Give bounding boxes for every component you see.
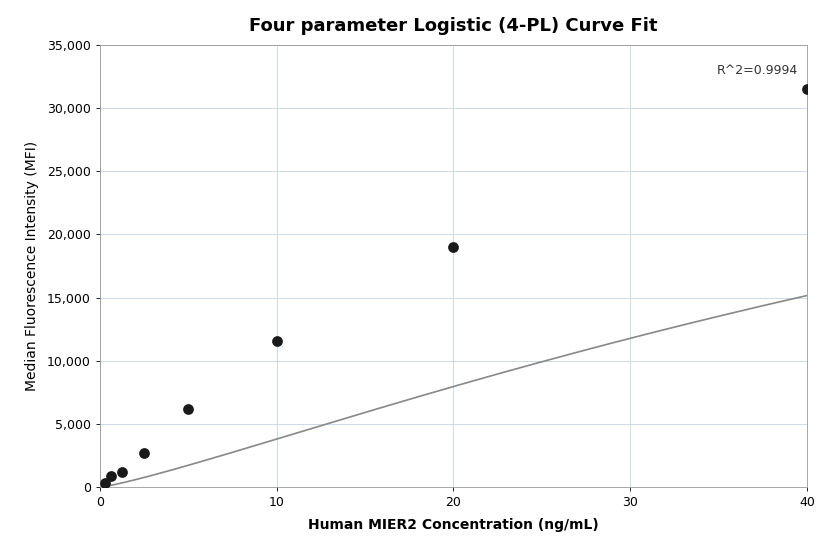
Point xyxy=(447,242,460,251)
Point xyxy=(800,85,814,94)
X-axis label: Human MIER2 Concentration (ng/mL): Human MIER2 Concentration (ng/mL) xyxy=(308,517,599,531)
Point xyxy=(270,336,283,345)
Point xyxy=(181,404,195,413)
Point xyxy=(116,468,129,477)
Point xyxy=(99,478,112,487)
Title: Four parameter Logistic (4-PL) Curve Fit: Four parameter Logistic (4-PL) Curve Fit xyxy=(250,17,657,35)
Point xyxy=(104,472,117,480)
Y-axis label: Median Fluorescence Intensity (MFI): Median Fluorescence Intensity (MFI) xyxy=(25,141,38,391)
Text: R^2=0.9994: R^2=0.9994 xyxy=(717,64,798,77)
Point xyxy=(137,449,151,458)
